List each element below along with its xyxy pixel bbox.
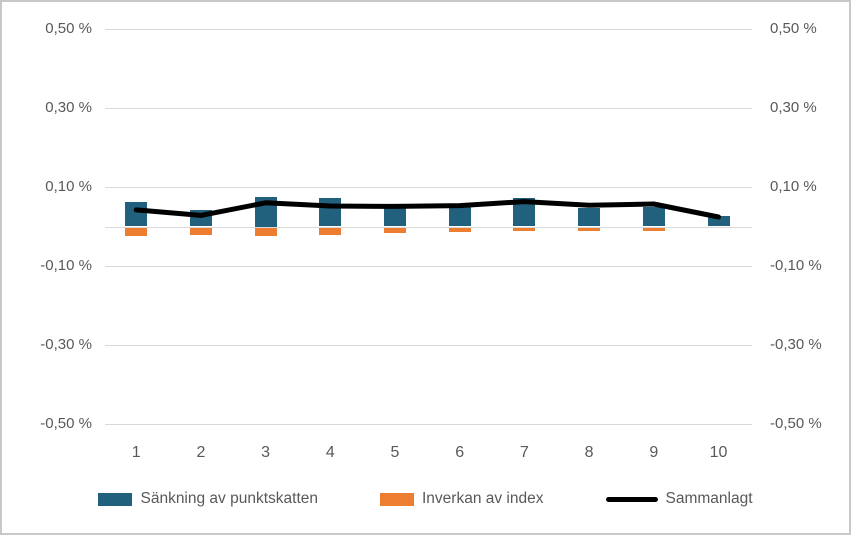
gridline <box>105 424 752 425</box>
y-axis-label-left: -0,10 % <box>40 257 92 274</box>
x-axis-label: 5 <box>390 444 400 461</box>
gridline <box>105 29 752 30</box>
legend-label: Sammanlagt <box>665 490 753 507</box>
gridline <box>105 108 752 109</box>
bar-positive <box>642 207 665 227</box>
y-axis-label-left: -0,50 % <box>40 415 92 432</box>
legend-swatch-orange <box>380 492 414 506</box>
bar-positive <box>189 209 212 227</box>
legend-swatch-blue <box>98 492 133 506</box>
bar-negative <box>448 227 471 233</box>
bar-negative <box>384 227 406 234</box>
legend-item-inverkan-av-index: Inverkan av index <box>380 490 544 508</box>
y-axis-label-right: -0,30 % <box>770 336 822 353</box>
bar-positive <box>254 196 277 227</box>
bar-negative <box>125 227 148 237</box>
y-axis-label-right: 0,50 % <box>770 20 817 37</box>
legend-line-marker <box>605 496 658 502</box>
bar-negative <box>254 227 277 237</box>
legend-item-sankning-av-punktskatten: Sänkning av punktskatten <box>98 490 318 508</box>
x-axis-label: 9 <box>649 444 659 461</box>
bar-negative <box>319 227 342 235</box>
legend-label: Inverkan av index <box>422 490 544 507</box>
y-axis-label-right: 0,30 % <box>770 99 817 116</box>
x-axis-label: 6 <box>455 444 465 461</box>
y-axis-label-right: -0,50 % <box>770 415 822 432</box>
x-axis-label: 10 <box>709 444 728 461</box>
x-axis-label: 2 <box>196 444 206 461</box>
bar-positive <box>513 197 536 227</box>
y-axis-label-right: 0,10 % <box>770 178 817 195</box>
x-axis-label: 7 <box>519 444 529 461</box>
x-axis-label: 1 <box>131 444 141 461</box>
x-axis-label: 8 <box>584 444 594 461</box>
bar-negative <box>189 227 212 236</box>
y-axis-label-left: 0,30 % <box>45 99 92 116</box>
bar-negative <box>578 227 601 231</box>
bar-positive <box>448 207 471 227</box>
bar-positive <box>384 207 406 227</box>
gridline <box>105 187 752 188</box>
bar-negative <box>642 227 665 231</box>
gridline <box>105 345 752 346</box>
zero-gridline <box>105 226 752 228</box>
bar-positive <box>319 198 342 227</box>
legend-item-sammanlagt: Sammanlagt <box>605 490 753 508</box>
bar-positive <box>125 202 148 227</box>
bar-positive <box>707 215 730 227</box>
legend-label: Sänkning av punktskatten <box>140 490 318 507</box>
y-axis-label-right: -0,10 % <box>770 257 822 274</box>
gridline <box>105 266 752 267</box>
x-axis-label: 3 <box>261 444 271 461</box>
bar-positive <box>578 207 601 227</box>
y-axis-label-left: 0,10 % <box>45 178 92 195</box>
y-axis-label-left: 0,50 % <box>45 20 92 37</box>
y-axis-label-left: -0,30 % <box>40 336 92 353</box>
bar-negative <box>513 227 536 232</box>
chart-legend: Sänkning av punktskatten Inverkan av ind… <box>2 490 849 508</box>
x-axis-label: 4 <box>325 444 335 461</box>
